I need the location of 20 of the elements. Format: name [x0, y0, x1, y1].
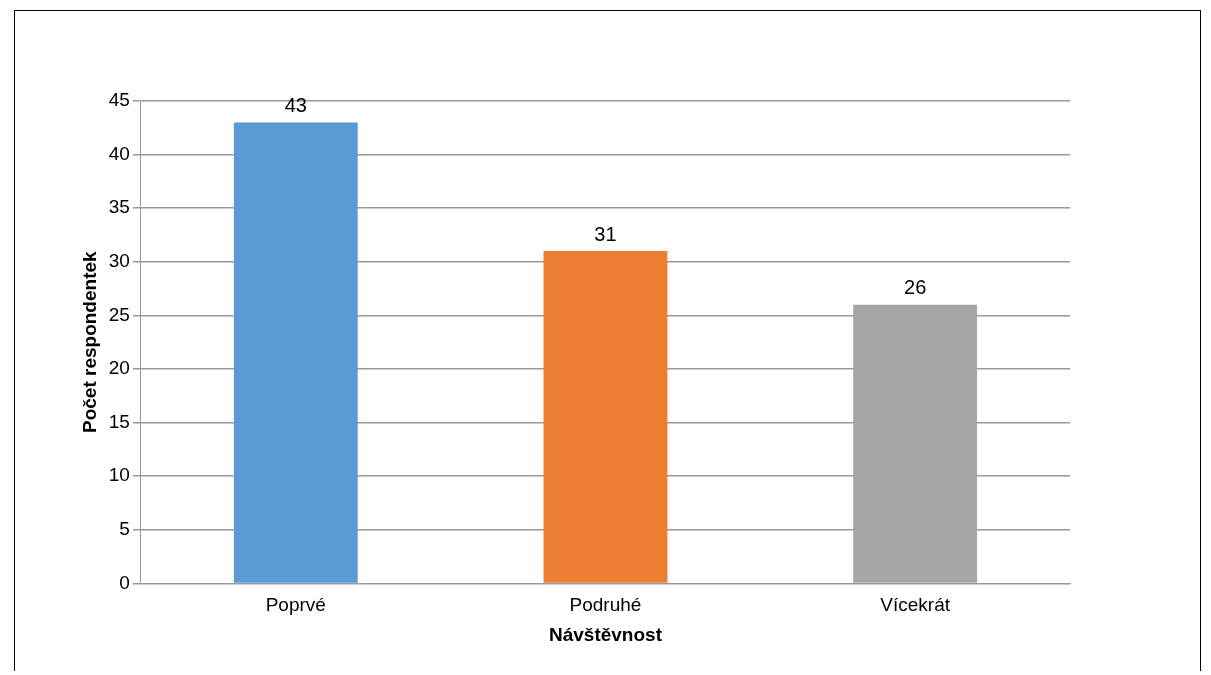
x-axis-title: Návštěvnost: [548, 623, 663, 645]
y-tick-label: 10: [108, 464, 130, 486]
data-label: 26: [904, 276, 927, 299]
bar: [543, 251, 668, 583]
bar: [233, 122, 358, 583]
y-tick-label: 30: [108, 250, 130, 272]
data-label: 43: [284, 93, 307, 116]
x-tick-label: Poprvé: [265, 594, 326, 616]
y-tick-label: 20: [108, 357, 130, 379]
y-axis-title: Počet respondentek: [78, 250, 100, 433]
y-tick-label: 25: [108, 303, 130, 325]
y-tick-label: 40: [108, 142, 130, 164]
data-label: 31: [594, 222, 617, 245]
y-tick-label: 45: [108, 89, 130, 111]
y-tick-label: 0: [119, 571, 130, 593]
x-tick-label: Podruhé: [569, 594, 642, 616]
y-tick-label: 35: [108, 196, 130, 218]
y-tick-label: 5: [119, 518, 130, 540]
y-tick-label: 15: [108, 410, 130, 432]
x-tick-label: Vícekrát: [880, 594, 951, 616]
